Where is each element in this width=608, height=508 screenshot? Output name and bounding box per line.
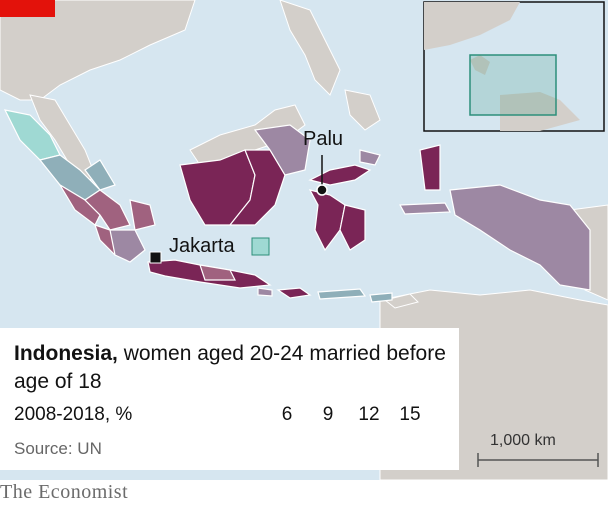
panel-decor <box>477 453 599 467</box>
indonesia-provinces <box>3 109 591 303</box>
chart-title: Indonesia, women aged 20-24 married befo… <box>14 340 454 396</box>
subtitle: 2008-2018, % <box>14 404 133 425</box>
economist-red-tag <box>0 0 55 17</box>
scale-bar-label: 1,000 km <box>490 432 556 449</box>
city-label-palu: Palu <box>303 128 344 150</box>
legend-tick-6: 6 <box>281 404 293 425</box>
palu-marker <box>316 184 328 196</box>
city-label-jakarta: Jakarta <box>169 235 235 257</box>
jakarta-marker <box>149 251 162 264</box>
legend-tick-12: 12 <box>358 404 380 425</box>
highlight-square <box>251 237 270 256</box>
inset-locator <box>423 1 605 132</box>
source: Source: UN <box>14 439 102 458</box>
title-bold: Indonesia, <box>14 342 118 365</box>
legend-tick-9: 9 <box>322 404 334 425</box>
caption-panel <box>0 328 459 470</box>
economist-brand: The Economist <box>0 481 129 503</box>
title-rest: women aged 20-24 married before age of 1… <box>14 342 446 393</box>
legend-tick-15: 15 <box>399 404 421 425</box>
